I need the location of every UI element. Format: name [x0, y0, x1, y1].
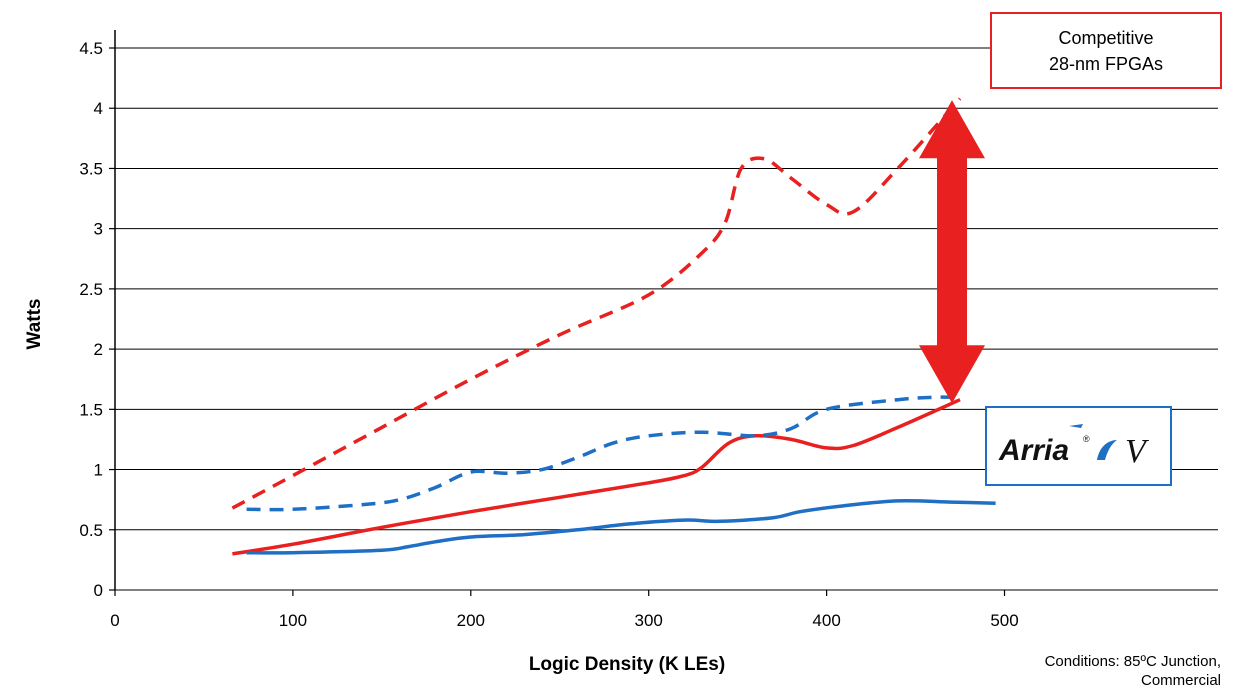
double-arrow — [919, 100, 985, 404]
logo-mark: V — [1125, 433, 1150, 470]
y-tick-label: 1.5 — [79, 400, 103, 419]
conditions-line1: Conditions: 85ºC Junction, — [1044, 653, 1221, 670]
competitor-label-line1: Competitive — [1058, 27, 1154, 48]
conditions-line2: Commercial — [1140, 672, 1221, 689]
y-tick-label: 1 — [94, 461, 103, 480]
conditions-note: Conditions: 85ºC Junction, Commercial — [1045, 652, 1221, 690]
double-arrow-icon — [919, 100, 985, 404]
logo-text: Arria — [998, 434, 1069, 467]
y-tick-label: 4 — [94, 99, 103, 118]
x-tick-label: 400 — [812, 611, 840, 630]
logo-dash-icon — [1069, 424, 1083, 428]
x-tick-label: 100 — [279, 611, 307, 630]
y-axis-ticks: 0 0.5 1 1.5 2 2.5 3 3.5 4 4.5 — [79, 39, 115, 600]
y-tick-label: 4.5 — [79, 39, 103, 58]
arria-v-logo: Arria ® V — [998, 424, 1150, 470]
x-tick-label: 0 — [110, 611, 119, 630]
y-tick-label: 2 — [94, 340, 103, 359]
red-dashed-series-line — [231, 97, 962, 510]
competitor-label-line2: 28-nm FPGAs — [1048, 53, 1164, 74]
x-tick-label: 300 — [635, 611, 663, 630]
logo-swoosh-icon — [1097, 440, 1117, 460]
y-tick-label: 0 — [94, 581, 103, 600]
blue-solid-series-line — [246, 499, 996, 555]
arria-v-logo-box: Arria ® V — [985, 406, 1172, 486]
competitor-label-box: Competitive 28-nm FPGAs — [990, 12, 1222, 89]
y-tick-label: 3 — [94, 220, 103, 239]
y-tick-label: 0.5 — [79, 521, 103, 540]
y-tick-label: 3.5 — [79, 159, 103, 178]
y-tick-label: 2.5 — [79, 280, 103, 299]
x-axis-ticks: 0 100 200 300 400 500 — [110, 590, 1019, 630]
x-tick-label: 200 — [457, 611, 485, 630]
logo-registered-mark: ® — [1083, 434, 1090, 444]
x-tick-label: 500 — [990, 611, 1018, 630]
blue-dashed-series-line — [246, 395, 961, 512]
y-axis-title: Watts — [24, 298, 45, 349]
red-solid-series-line — [232, 398, 961, 556]
series-layer — [231, 97, 996, 556]
x-axis-title: Logic Density (K LEs) — [529, 654, 725, 675]
